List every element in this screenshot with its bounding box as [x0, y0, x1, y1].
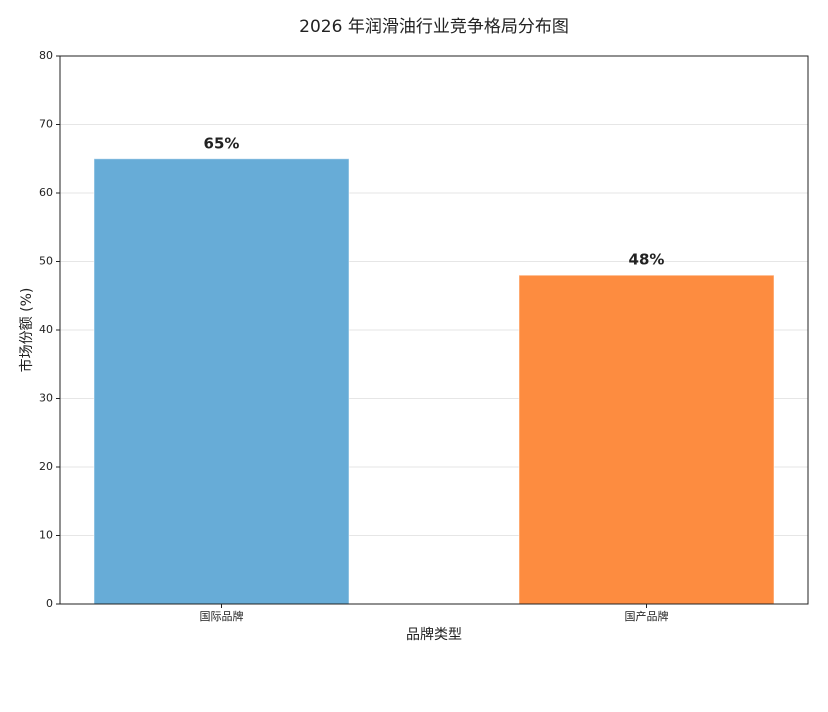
value-label: 65%: [204, 134, 240, 152]
value-label: 48%: [629, 251, 665, 269]
y-tick-label: 30: [39, 392, 53, 405]
bar: [518, 274, 775, 605]
bar: [93, 158, 350, 605]
x-tick-label: 国产品牌: [625, 609, 669, 623]
y-tick-label: 80: [39, 49, 53, 62]
x-tick-label: 国际品牌: [200, 609, 244, 623]
plot-frame: [59, 55, 809, 605]
y-tick-label: 50: [39, 255, 53, 268]
y-tick-label: 40: [39, 323, 53, 336]
y-tick-label: 70: [39, 118, 53, 131]
y-tick-label: 0: [46, 597, 53, 610]
y-tick-label: 20: [39, 460, 53, 473]
y-axis-label: 市场份额 (%): [18, 288, 35, 373]
x-axis-label: 品牌类型: [406, 626, 462, 643]
y-tick-label: 60: [39, 186, 53, 199]
chart-title: 2026 年润滑油行业竞争格局分布图: [299, 17, 569, 37]
y-tick-label: 10: [39, 529, 53, 542]
